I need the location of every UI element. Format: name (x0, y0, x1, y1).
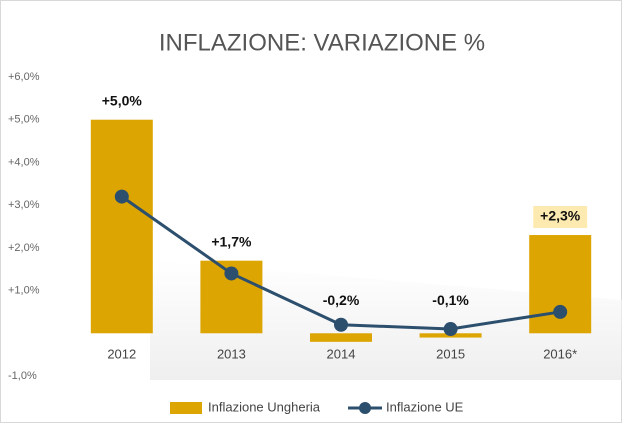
line-marker (553, 304, 568, 319)
y-tick-label: -1,0% (8, 370, 37, 382)
x-tick-label: 2014 (327, 347, 356, 362)
value-label: +2,3% (540, 208, 581, 224)
line-marker (443, 322, 458, 337)
line-marker (334, 317, 348, 332)
y-tick-label: +5,0% (8, 114, 40, 126)
legend-label: Inflazione UE (386, 399, 464, 414)
line-marker (224, 266, 239, 281)
value-label: +1,7% (211, 233, 252, 249)
bar (90, 119, 153, 334)
legend-marker (359, 402, 372, 414)
y-tick-label: +1,0% (8, 284, 40, 296)
x-tick-label: 2012 (107, 347, 136, 362)
x-tick-label: 2015 (436, 347, 465, 362)
value-label: -0,1% (432, 292, 469, 308)
y-tick-label: +3,0% (8, 199, 40, 211)
x-tick-label: 2016* (543, 347, 577, 362)
line-marker (114, 189, 129, 204)
bar (310, 333, 372, 342)
legend-swatch (170, 402, 202, 414)
chart-title: INFLAZIONE: VARIAZIONE % (159, 29, 485, 56)
x-tick-label: 2013 (217, 347, 246, 362)
value-label: +5,0% (102, 92, 143, 108)
legend-label: Inflazione Ungheria (208, 399, 321, 414)
y-tick-label: +2,0% (8, 242, 40, 254)
label-highlight (533, 206, 588, 229)
value-label: -0,2% (323, 292, 360, 308)
y-tick-label: +6,0% (8, 71, 40, 83)
y-tick-label: +4,0% (8, 156, 40, 168)
